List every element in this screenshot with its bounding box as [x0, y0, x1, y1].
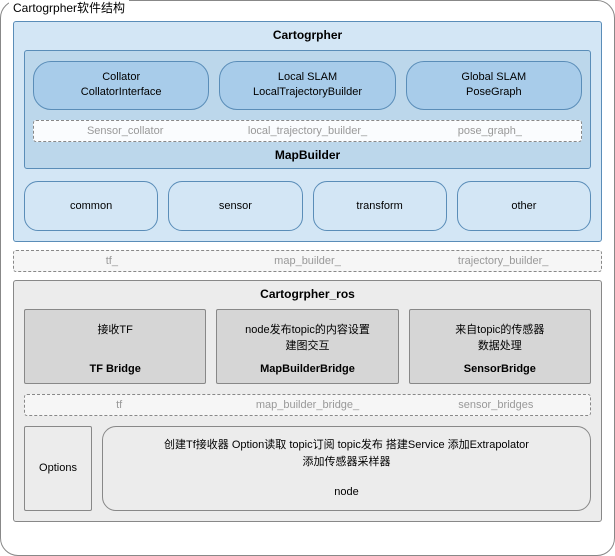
member-local-traj: local_trajectory_builder_ — [216, 121, 398, 141]
bridge-members: tf map_builder_bridge_ sensor_bridges — [24, 394, 591, 416]
collator-l1: Collator — [38, 70, 204, 85]
link-mapbuilder: map_builder_ — [210, 251, 406, 271]
link-row: tf_ map_builder_ trajectory_builder_ — [13, 250, 602, 272]
diagram-root: Cartogrpher软件结构 Cartogrpher Collator Col… — [0, 0, 615, 556]
bridge-row: 接收TF TF Bridge node发布topic的内容设置 建图交互 Map… — [24, 309, 591, 384]
module-row: common sensor transform other — [24, 181, 591, 231]
tf-bridge-box: 接收TF TF Bridge — [24, 309, 206, 384]
module-transform: transform — [313, 181, 447, 231]
options-box: Options — [24, 426, 92, 511]
node-l1: 创建Tf接收器 Option读取 topic订阅 topic发布 搭建Servi… — [111, 437, 582, 455]
mapbuilder-bridge-name: MapBuilderBridge — [221, 363, 393, 375]
mapbuilder-bridge-d2: 建图交互 — [221, 338, 393, 355]
module-other: other — [457, 181, 591, 231]
local-slam-l1: Local SLAM — [224, 70, 390, 85]
collator-l2: CollatorInterface — [38, 85, 204, 100]
global-slam-l2: PoseGraph — [411, 85, 577, 100]
bridge-member-sb: sensor_bridges — [402, 395, 590, 415]
link-trajbuilder: trajectory_builder_ — [405, 251, 601, 271]
cartographer-block: Cartogrpher Collator CollatorInterface L… — [13, 21, 602, 242]
bottom-row: Options 创建Tf接收器 Option读取 topic订阅 topic发布… — [24, 426, 591, 511]
tf-bridge-name: TF Bridge — [29, 363, 201, 375]
node-box: 创建Tf接收器 Option读取 topic订阅 topic发布 搭建Servi… — [102, 426, 591, 511]
mapbuilder-block: Collator CollatorInterface Local SLAM Lo… — [24, 50, 591, 169]
node-name: node — [111, 484, 582, 502]
sensor-bridge-d1: 来自topic的传感器 — [414, 322, 586, 339]
local-slam-box: Local SLAM LocalTrajectoryBuilder — [219, 61, 395, 110]
cartographer-title: Cartogrpher — [14, 28, 601, 42]
module-sensor: sensor — [168, 181, 302, 231]
node-l2: 添加传感器采样器 — [111, 454, 582, 472]
module-common: common — [24, 181, 158, 231]
member-sensor-collator: Sensor_collator — [34, 121, 216, 141]
local-slam-l2: LocalTrajectoryBuilder — [224, 85, 390, 100]
global-slam-l1: Global SLAM — [411, 70, 577, 85]
collator-box: Collator CollatorInterface — [33, 61, 209, 110]
sensor-bridge-d2: 数据处理 — [414, 338, 586, 355]
diagram-title: Cartogrpher软件结构 — [9, 0, 129, 16]
mapbuilder-bridge-box: node发布topic的内容设置 建图交互 MapBuilderBridge — [216, 309, 398, 384]
global-slam-box: Global SLAM PoseGraph — [406, 61, 582, 110]
link-tf: tf_ — [14, 251, 210, 271]
mapbuilder-title: MapBuilder — [25, 148, 590, 162]
tf-bridge-desc: 接收TF — [29, 322, 201, 339]
mapbuilder-members: Sensor_collator local_trajectory_builder… — [33, 120, 582, 142]
sensor-bridge-name: SensorBridge — [414, 363, 586, 375]
bridge-member-mbb: map_builder_bridge_ — [213, 395, 401, 415]
ros-title: Cartogrpher_ros — [14, 287, 601, 301]
member-pose-graph: pose_graph_ — [399, 121, 581, 141]
cartographer-ros-block: Cartogrpher_ros 接收TF TF Bridge node发布top… — [13, 280, 602, 522]
slam-row: Collator CollatorInterface Local SLAM Lo… — [33, 61, 582, 110]
sensor-bridge-box: 来自topic的传感器 数据处理 SensorBridge — [409, 309, 591, 384]
bridge-member-tf: tf — [25, 395, 213, 415]
mapbuilder-bridge-d1: node发布topic的内容设置 — [221, 322, 393, 339]
